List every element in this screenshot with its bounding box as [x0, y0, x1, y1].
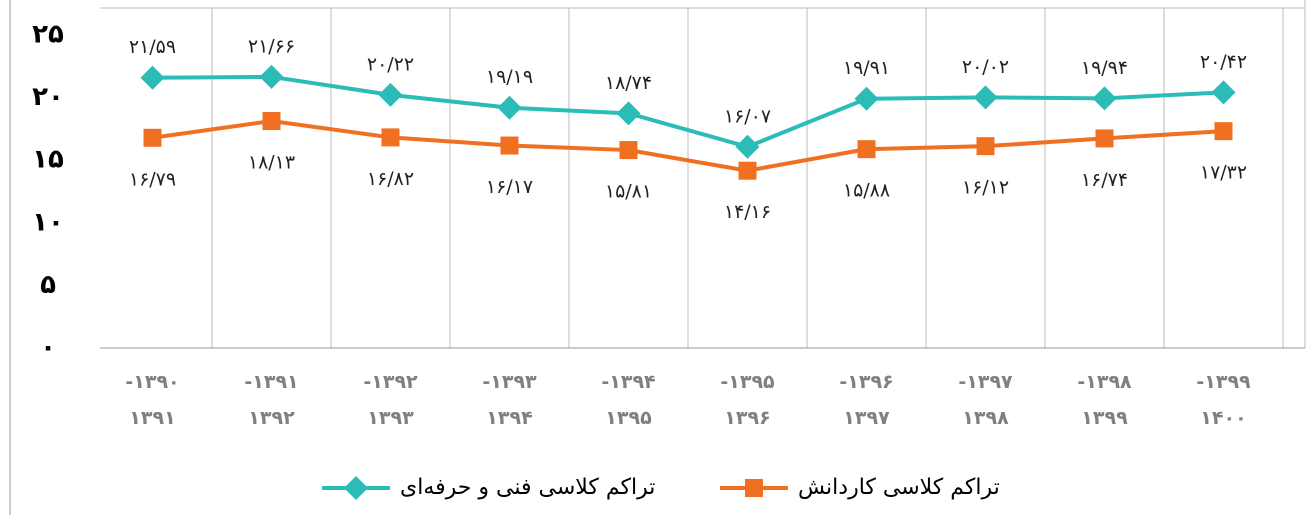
marker — [1095, 129, 1114, 148]
legend-label: تراکم کلاسی فنی و حرفه‌ای — [400, 475, 655, 500]
data-label: ۱۹/۹۱ — [843, 57, 890, 79]
data-label: ۱۸/۷۴ — [605, 72, 652, 94]
marker — [973, 85, 998, 110]
y-tick-label: ۲۰ — [32, 82, 64, 112]
legend-marker — [745, 479, 763, 497]
data-label: ۲۱/۶۶ — [248, 35, 295, 57]
series-line — [152, 74, 1224, 149]
legend-label: تراکم کلاسی کاردانش — [798, 475, 1000, 500]
data-label: ۱۸/۱۳ — [248, 152, 295, 174]
data-label: ۱۶/۰۷ — [724, 105, 771, 127]
data-label: ۱۶/۷۹ — [129, 168, 176, 190]
data-label: ۱۹/۹۴ — [1081, 57, 1128, 79]
marker — [735, 134, 760, 159]
data-label: ۲۰/۰۲ — [962, 56, 1009, 78]
marker — [976, 137, 995, 156]
x-tick-label: ۱۳۹۲- ۱۳۹۳ — [363, 371, 418, 429]
data-label: ۲۱/۵۹ — [129, 36, 176, 58]
marker — [259, 64, 284, 89]
x-tick-label: ۱۳۹۴- ۱۳۹۵ — [601, 371, 656, 429]
data-label: ۱۵/۸۱ — [605, 181, 652, 203]
marker — [1211, 80, 1236, 105]
marker — [500, 136, 519, 155]
x-tick-label: ۱۳۹۶- ۱۳۹۷ — [839, 371, 894, 429]
marker — [854, 86, 879, 111]
marker — [857, 140, 876, 159]
x-tick-label: ۱۳۹۱- ۱۳۹۲ — [244, 371, 299, 429]
marker — [381, 128, 400, 147]
x-tick-label: ۱۳۹۰- ۱۳۹۱ — [125, 371, 180, 429]
data-label: ۱۶/۱۲ — [962, 177, 1009, 199]
x-tick-label: ۱۳۹۸- ۱۳۹۹ — [1077, 371, 1132, 429]
data-label: ۱۶/۱۷ — [486, 176, 533, 198]
data-label: ۱۹/۱۹ — [486, 66, 533, 88]
x-tick-label: ۱۳۹۷- ۱۳۹۸ — [958, 371, 1013, 429]
data-label: ۱۴/۱۶ — [724, 201, 771, 223]
y-tick-label: ۵ — [40, 270, 56, 300]
data-label: ۱۶/۸۲ — [367, 168, 414, 190]
data-label: ۲۰/۲۲ — [367, 53, 414, 75]
data-label: ۲۰/۴۲ — [1200, 51, 1247, 73]
marker — [262, 112, 281, 131]
y-tick-label: ۱۵ — [32, 145, 64, 175]
x-tick-label: ۱۳۹۵- ۱۳۹۶ — [720, 371, 775, 429]
marker — [378, 82, 403, 107]
marker — [738, 161, 757, 180]
marker — [497, 95, 522, 120]
marker — [143, 128, 162, 147]
x-tick-label: ۱۳۹۹- ۱۴۰۰ — [1196, 371, 1251, 429]
y-tick-label: ۲۵ — [32, 20, 64, 50]
marker — [1092, 86, 1117, 111]
data-label: ۱۷/۳۲ — [1200, 162, 1247, 184]
data-label: ۱۶/۷۴ — [1081, 169, 1128, 191]
series-line — [152, 118, 1224, 173]
marker — [619, 141, 638, 160]
legend-marker — [344, 476, 368, 500]
y-tick-label: ۱۰ — [32, 207, 64, 237]
marker — [616, 101, 641, 126]
y-tick-label: ۰ — [40, 333, 56, 363]
x-tick-label: ۱۳۹۳- ۱۳۹۴ — [482, 371, 537, 429]
marker — [1214, 122, 1233, 141]
marker — [140, 65, 165, 90]
data-label: ۱۵/۸۸ — [843, 180, 890, 202]
